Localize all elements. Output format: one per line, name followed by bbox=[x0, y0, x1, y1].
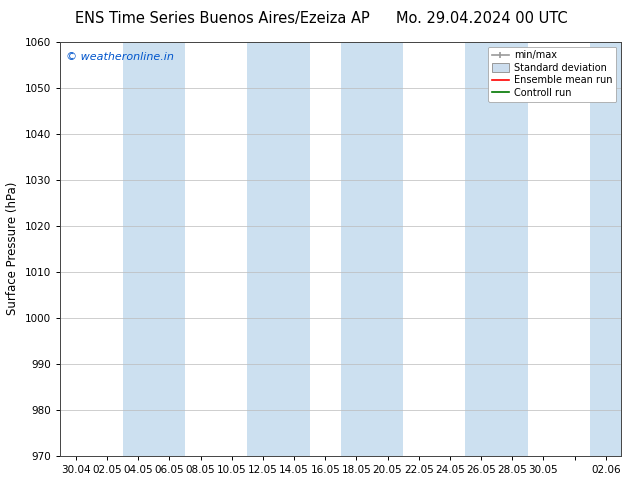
Bar bbox=[465, 42, 527, 456]
Text: © weatheronline.in: © weatheronline.in bbox=[66, 52, 174, 62]
Bar bbox=[590, 42, 621, 456]
Text: Mo. 29.04.2024 00 UTC: Mo. 29.04.2024 00 UTC bbox=[396, 11, 567, 26]
Text: ENS Time Series Buenos Aires/Ezeiza AP: ENS Time Series Buenos Aires/Ezeiza AP bbox=[75, 11, 369, 26]
Bar bbox=[247, 42, 309, 456]
Y-axis label: Surface Pressure (hPa): Surface Pressure (hPa) bbox=[6, 182, 20, 316]
Bar bbox=[122, 42, 185, 456]
Bar bbox=[340, 42, 403, 456]
Legend: min/max, Standard deviation, Ensemble mean run, Controll run: min/max, Standard deviation, Ensemble me… bbox=[488, 47, 616, 101]
